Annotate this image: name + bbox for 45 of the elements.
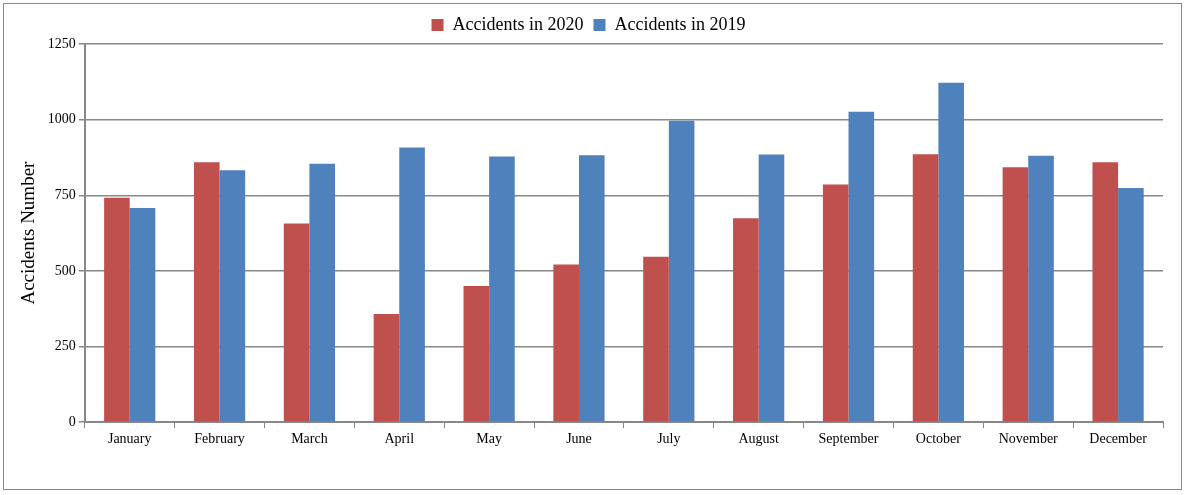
x-tick-label: February bbox=[194, 431, 245, 447]
bar bbox=[219, 170, 246, 422]
bar bbox=[668, 120, 695, 422]
legend-label: Accidents in 2019 bbox=[614, 13, 746, 34]
x-tick-label: April bbox=[384, 431, 415, 447]
y-tick-label: 1250 bbox=[47, 35, 76, 51]
bar bbox=[848, 111, 875, 422]
y-tick-label: 500 bbox=[54, 262, 76, 278]
bar bbox=[399, 147, 425, 422]
x-tick-label: December bbox=[1089, 431, 1148, 447]
bar bbox=[373, 313, 400, 422]
y-tick-label: 0 bbox=[68, 413, 76, 429]
bar bbox=[1028, 155, 1054, 422]
x-tick-label: November bbox=[998, 431, 1059, 447]
x-tick-label: June bbox=[566, 431, 592, 447]
y-tick-label: 750 bbox=[54, 186, 76, 202]
y-tick-label: 1000 bbox=[47, 111, 76, 127]
x-tick-label: July bbox=[657, 431, 681, 447]
legend-label: Accidents in 2020 bbox=[452, 13, 584, 34]
bar bbox=[463, 286, 490, 422]
x-tick-label: September bbox=[818, 431, 879, 447]
bar bbox=[758, 154, 785, 422]
bar bbox=[912, 154, 939, 422]
bar bbox=[1002, 167, 1029, 422]
bar bbox=[553, 264, 579, 422]
x-tick-label: May bbox=[476, 431, 502, 447]
bar bbox=[1092, 162, 1119, 422]
y-tick-label: 250 bbox=[54, 338, 76, 354]
bar bbox=[1118, 188, 1144, 422]
x-tick-label: August bbox=[738, 431, 780, 447]
bar bbox=[578, 155, 605, 422]
bar bbox=[104, 197, 130, 422]
x-tick-label: January bbox=[107, 431, 152, 447]
bar bbox=[822, 184, 849, 422]
bar bbox=[283, 223, 310, 422]
bar bbox=[193, 162, 220, 422]
bar bbox=[938, 82, 964, 422]
bar bbox=[309, 163, 336, 422]
x-tick-label: March bbox=[291, 431, 328, 447]
y-axis-title: Accidents Number bbox=[17, 160, 39, 305]
bar bbox=[643, 256, 669, 422]
bar bbox=[489, 156, 515, 422]
bar bbox=[129, 207, 156, 422]
bar bbox=[733, 218, 759, 422]
x-tick-label: October bbox=[915, 431, 962, 447]
